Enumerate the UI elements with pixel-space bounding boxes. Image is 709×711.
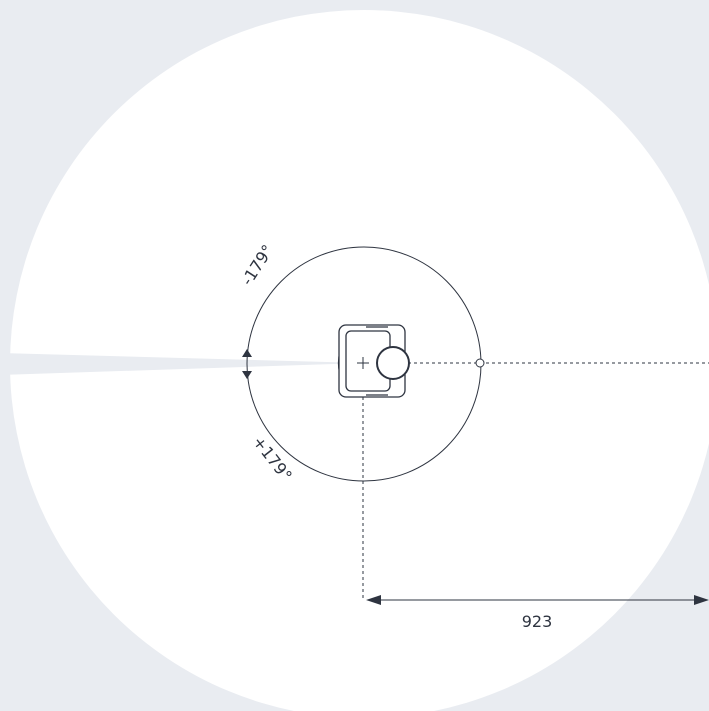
- reach-dimension-right-arrow: [694, 595, 709, 605]
- robot-top-view: [337, 324, 410, 398]
- reach-dimension-label: 923: [522, 612, 553, 631]
- robot-joint-circle: [376, 346, 410, 380]
- cw-limit-arrowhead: [242, 371, 252, 379]
- axis-marker-circle: [475, 358, 485, 368]
- reach-dimension-left-arrow: [366, 595, 381, 605]
- ccw-limit-arrowhead: [242, 349, 252, 357]
- excluded-sector: [0, 353, 364, 375]
